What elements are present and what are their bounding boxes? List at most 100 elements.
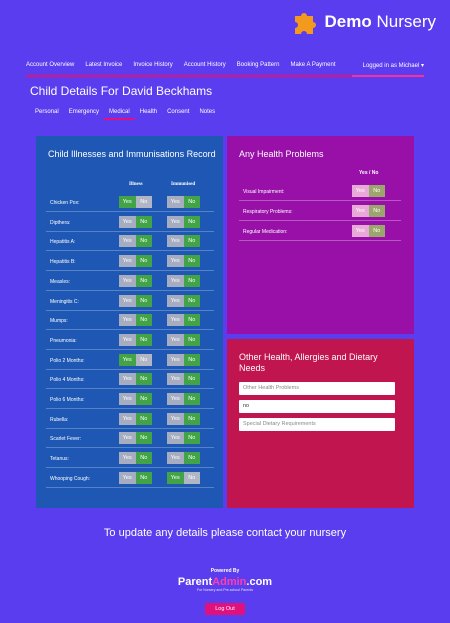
toggle-yes[interactable]: Yes: [119, 471, 136, 484]
toggle-yes[interactable]: Yes: [119, 294, 136, 307]
immunised-toggle[interactable]: Yes No: [167, 235, 200, 248]
tab-medical[interactable]: Medical: [104, 108, 135, 120]
toggle-no[interactable]: No: [135, 196, 152, 208]
toggle-no[interactable]: No: [183, 432, 200, 445]
toggle-yes[interactable]: Yes: [119, 432, 136, 445]
toggle-yes[interactable]: Yes: [119, 255, 136, 268]
immunised-toggle[interactable]: Yes No: [167, 471, 200, 484]
user-menu[interactable]: Logged in as Michael ▾: [362, 62, 424, 69]
toggle-yes[interactable]: Yes: [119, 333, 136, 346]
toggle-no[interactable]: No: [183, 471, 200, 484]
toggle-no[interactable]: No: [135, 353, 152, 366]
toggle-yes[interactable]: Yes: [167, 353, 184, 366]
toggle-no[interactable]: No: [135, 412, 152, 425]
toggle-yes[interactable]: Yes: [119, 215, 136, 228]
toggle-no[interactable]: No: [368, 225, 385, 237]
toggle-no[interactable]: No: [135, 274, 152, 287]
immunised-toggle[interactable]: Yes No: [167, 314, 200, 327]
toggle-no[interactable]: No: [183, 215, 200, 228]
toggle-no[interactable]: No: [183, 314, 200, 327]
illness-toggle[interactable]: Yes No: [119, 333, 152, 346]
other-health-value-input[interactable]: no: [239, 400, 395, 413]
toggle-yes[interactable]: Yes: [167, 314, 184, 327]
immunised-toggle[interactable]: Yes No: [167, 255, 200, 268]
immunised-toggle[interactable]: Yes No: [167, 393, 200, 405]
toggle-yes[interactable]: Yes: [352, 185, 369, 197]
toggle-yes[interactable]: Yes: [119, 196, 136, 208]
illness-toggle[interactable]: Yes No: [119, 294, 152, 307]
illness-toggle[interactable]: Yes No: [119, 353, 152, 366]
immunised-toggle[interactable]: Yes No: [167, 353, 200, 366]
toggle-no[interactable]: No: [135, 432, 152, 445]
toggle-no[interactable]: No: [135, 255, 152, 268]
special-dietary-input[interactable]: Special Dietary Requirements: [239, 418, 395, 431]
toggle-no[interactable]: No: [135, 235, 152, 248]
illness-toggle[interactable]: Yes No: [119, 432, 152, 445]
toggle-yes[interactable]: Yes: [167, 373, 184, 386]
toggle-no[interactable]: No: [368, 205, 385, 217]
nav-account-history[interactable]: Account History: [183, 62, 226, 68]
toggle-no[interactable]: No: [135, 215, 152, 228]
toggle-yes[interactable]: Yes: [352, 225, 369, 237]
toggle-no[interactable]: No: [135, 314, 152, 327]
tab-personal[interactable]: Personal: [35, 109, 59, 115]
toggle-no[interactable]: No: [183, 196, 200, 208]
toggle-yes[interactable]: Yes: [167, 471, 184, 484]
toggle-yes[interactable]: Yes: [119, 393, 136, 405]
nav-invoice-history[interactable]: Invoice History: [133, 62, 173, 68]
immunised-toggle[interactable]: Yes No: [167, 274, 200, 287]
toggle-no[interactable]: No: [135, 333, 152, 346]
toggle-yes[interactable]: Yes: [119, 235, 136, 248]
toggle-yes[interactable]: Yes: [167, 196, 184, 208]
immunised-toggle[interactable]: Yes No: [167, 412, 200, 425]
toggle-yes[interactable]: Yes: [352, 205, 369, 217]
toggle-yes[interactable]: Yes: [119, 314, 136, 327]
toggle-yes[interactable]: Yes: [167, 294, 184, 307]
toggle-no[interactable]: No: [135, 294, 152, 307]
illness-toggle[interactable]: Yes No: [119, 471, 152, 484]
tab-health[interactable]: Health: [139, 109, 158, 115]
toggle-no[interactable]: No: [183, 353, 200, 366]
tab-emergency[interactable]: Emergency: [68, 109, 100, 115]
toggle-yes[interactable]: Yes: [167, 393, 184, 405]
toggle-yes[interactable]: Yes: [119, 353, 136, 366]
toggle-no[interactable]: No: [183, 373, 200, 386]
immunised-toggle[interactable]: Yes No: [167, 452, 200, 465]
toggle-yes[interactable]: Yes: [167, 412, 184, 425]
toggle-no[interactable]: No: [183, 274, 200, 287]
toggle-no[interactable]: No: [135, 393, 152, 405]
toggle-yes[interactable]: Yes: [167, 432, 184, 445]
toggle-yes[interactable]: Yes: [119, 373, 136, 386]
toggle-no[interactable]: No: [183, 255, 200, 268]
health-toggle[interactable]: Yes No: [352, 185, 385, 197]
toggle-no[interactable]: No: [368, 185, 385, 197]
immunised-toggle[interactable]: Yes No: [167, 432, 200, 445]
illness-toggle[interactable]: Yes No: [119, 373, 152, 386]
toggle-yes[interactable]: Yes: [119, 412, 136, 425]
toggle-yes[interactable]: Yes: [119, 452, 136, 465]
tab-consent[interactable]: Consent: [167, 109, 190, 115]
illness-toggle[interactable]: Yes No: [119, 274, 152, 287]
toggle-no[interactable]: No: [183, 452, 200, 465]
illness-toggle[interactable]: Yes No: [119, 412, 152, 425]
toggle-no[interactable]: No: [183, 333, 200, 346]
nav-booking-pattern[interactable]: Booking Pattern: [236, 62, 280, 68]
immunised-toggle[interactable]: Yes No: [167, 196, 200, 208]
toggle-yes[interactable]: Yes: [167, 274, 184, 287]
toggle-no[interactable]: No: [183, 412, 200, 425]
immunised-toggle[interactable]: Yes No: [167, 294, 200, 307]
illness-toggle[interactable]: Yes No: [119, 452, 152, 465]
health-toggle[interactable]: Yes No: [352, 225, 385, 237]
toggle-yes[interactable]: Yes: [119, 274, 136, 287]
illness-toggle[interactable]: Yes No: [119, 314, 152, 327]
logout-button[interactable]: Log Out: [205, 603, 245, 615]
illness-toggle[interactable]: Yes No: [119, 255, 152, 268]
toggle-no[interactable]: No: [183, 235, 200, 248]
health-toggle[interactable]: Yes No: [352, 205, 385, 217]
toggle-yes[interactable]: Yes: [167, 255, 184, 268]
other-health-problems-input[interactable]: Other Health Problems: [239, 382, 395, 395]
immunised-toggle[interactable]: Yes No: [167, 373, 200, 386]
toggle-yes[interactable]: Yes: [167, 452, 184, 465]
immunised-toggle[interactable]: Yes No: [167, 215, 200, 228]
toggle-no[interactable]: No: [135, 471, 152, 484]
